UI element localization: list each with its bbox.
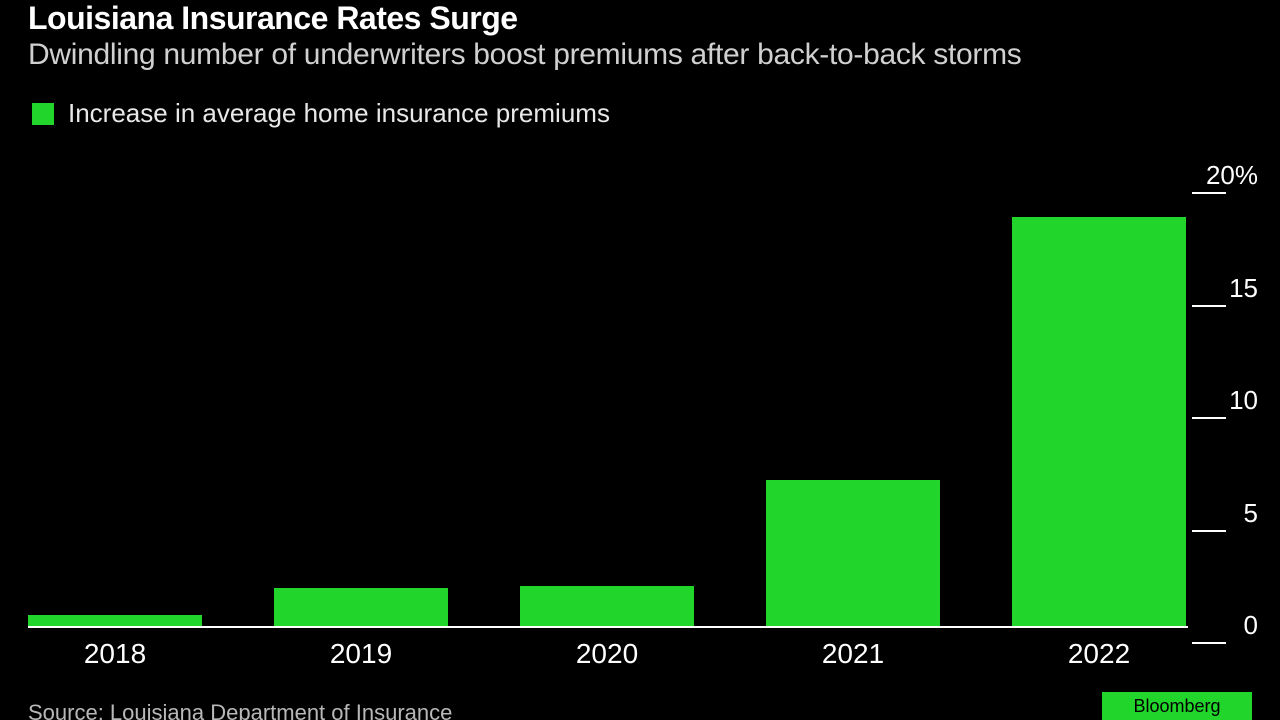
bar-2022 — [1012, 217, 1186, 627]
bar-2020 — [520, 586, 694, 627]
x-axis-line — [28, 626, 1188, 628]
brand-badge: Bloomberg — [1102, 692, 1252, 720]
y-label-0: 0 — [1244, 610, 1258, 641]
legend: Increase in average home insurance premi… — [32, 98, 610, 129]
source-text: Source: Louisiana Department of Insuranc… — [28, 700, 452, 720]
chart-plot-area — [28, 150, 1188, 628]
bar-2018 — [28, 615, 202, 626]
x-label-2020: 2020 — [576, 638, 638, 670]
y-label-20: 20% — [1206, 160, 1258, 191]
x-label-2021: 2021 — [822, 638, 884, 670]
x-axis: 2018 2019 2020 2021 2022 — [28, 638, 1188, 678]
brand-label: Bloomberg — [1133, 696, 1220, 717]
chart-title: Louisiana Insurance Rates Surge — [28, 0, 518, 37]
bar-2021 — [766, 480, 940, 626]
y-axis: 20%151050 — [1192, 150, 1272, 628]
bar-2019 — [274, 588, 448, 626]
y-label-10: 10 — [1229, 385, 1258, 416]
y-tick-10 — [1192, 417, 1226, 419]
y-tick-20 — [1192, 192, 1226, 194]
y-tick-0 — [1192, 642, 1226, 644]
y-tick-15 — [1192, 305, 1226, 307]
legend-label: Increase in average home insurance premi… — [68, 98, 610, 129]
x-label-2018: 2018 — [84, 638, 146, 670]
x-label-2019: 2019 — [330, 638, 392, 670]
legend-swatch — [32, 103, 54, 125]
y-tick-5 — [1192, 530, 1226, 532]
y-label-15: 15 — [1229, 273, 1258, 304]
chart-container: Louisiana Insurance Rates Surge Dwindlin… — [0, 0, 1280, 720]
x-label-2022: 2022 — [1068, 638, 1130, 670]
y-label-5: 5 — [1244, 498, 1258, 529]
chart-subtitle: Dwindling number of underwriters boost p… — [28, 38, 1022, 72]
